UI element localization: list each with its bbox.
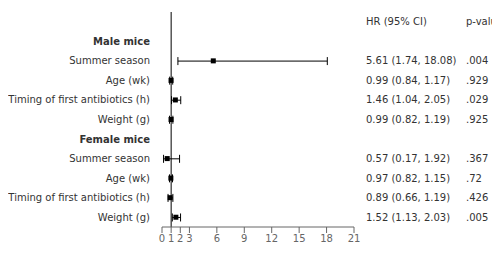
svg-text:.029: .029 bbox=[466, 94, 488, 105]
svg-text:Summer season: Summer season bbox=[69, 153, 150, 164]
svg-text:.925: .925 bbox=[466, 114, 488, 125]
svg-text:15: 15 bbox=[293, 233, 306, 244]
svg-text:0.99 (0.84, 1.17): 0.99 (0.84, 1.17) bbox=[366, 75, 450, 86]
svg-text:9: 9 bbox=[241, 233, 247, 244]
svg-text:0.99 (0.82, 1.19): 0.99 (0.82, 1.19) bbox=[366, 114, 450, 125]
svg-text:Timing of first antibiotics (h: Timing of first antibiotics (h) bbox=[8, 192, 150, 203]
svg-text:12: 12 bbox=[265, 233, 278, 244]
svg-text:2: 2 bbox=[177, 233, 183, 244]
svg-text:1.52 (1.13, 2.03): 1.52 (1.13, 2.03) bbox=[366, 212, 450, 223]
svg-text:.367: .367 bbox=[466, 153, 488, 164]
svg-text:0.97 (0.82, 1.15): 0.97 (0.82, 1.15) bbox=[366, 173, 450, 184]
svg-text:18: 18 bbox=[320, 233, 333, 244]
svg-text:.005: .005 bbox=[466, 212, 488, 223]
svg-text:Weight (g): Weight (g) bbox=[98, 114, 150, 125]
svg-text:3: 3 bbox=[186, 233, 192, 244]
svg-text:1.46 (1.04, 2.05): 1.46 (1.04, 2.05) bbox=[366, 94, 450, 105]
svg-text:Age (wk): Age (wk) bbox=[106, 75, 150, 86]
svg-text:Age (wk): Age (wk) bbox=[106, 173, 150, 184]
svg-text:Timing of first antibiotics (h: Timing of first antibiotics (h) bbox=[8, 94, 150, 105]
svg-text:Male mice: Male mice bbox=[93, 36, 150, 47]
svg-text:5.61 (1.74, 18.08): 5.61 (1.74, 18.08) bbox=[366, 55, 457, 66]
svg-text:.426: .426 bbox=[466, 192, 488, 203]
svg-text:0.57 (0.17, 1.92): 0.57 (0.17, 1.92) bbox=[366, 153, 450, 164]
svg-text:0: 0 bbox=[159, 233, 165, 244]
svg-text:0.89 (0.66, 1.19): 0.89 (0.66, 1.19) bbox=[366, 192, 450, 203]
svg-text:.004: .004 bbox=[466, 55, 488, 66]
svg-text:21: 21 bbox=[348, 233, 361, 244]
svg-text:.929: .929 bbox=[466, 75, 488, 86]
svg-text:p-value: p-value bbox=[466, 16, 492, 27]
svg-text:Summer season: Summer season bbox=[69, 55, 150, 66]
svg-text:Female mice: Female mice bbox=[79, 134, 150, 145]
svg-text:6: 6 bbox=[214, 233, 220, 244]
svg-text:1: 1 bbox=[168, 233, 174, 244]
svg-text:.72: .72 bbox=[466, 173, 482, 184]
svg-text:Weight (g): Weight (g) bbox=[98, 212, 150, 223]
svg-text:HR (95% CI): HR (95% CI) bbox=[366, 16, 427, 27]
